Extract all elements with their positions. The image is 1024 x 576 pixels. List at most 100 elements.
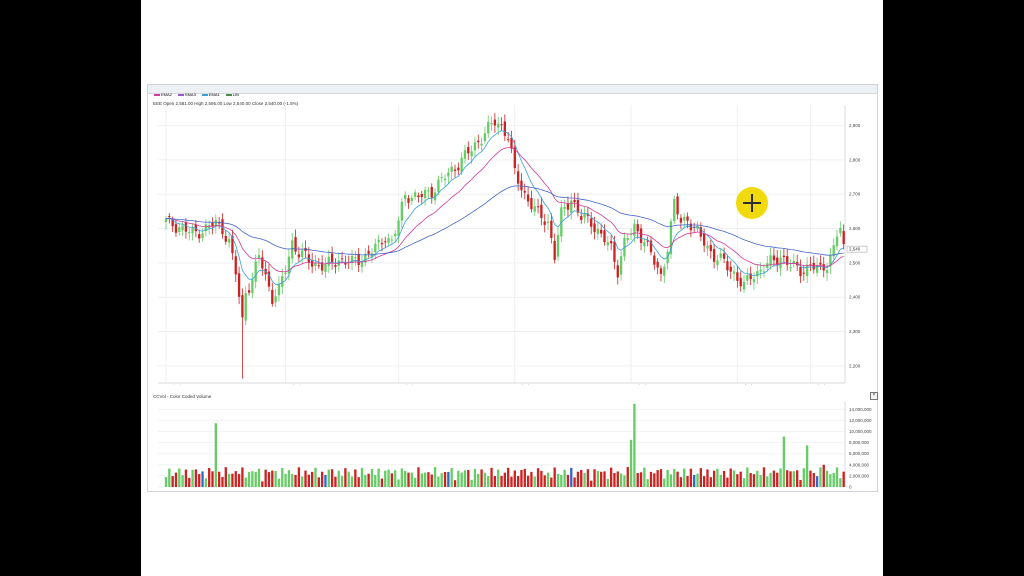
candle-body	[506, 139, 510, 141]
candle-body	[191, 227, 194, 234]
volume-bar	[244, 477, 247, 487]
volume-bar	[536, 468, 540, 487]
candle-body	[732, 271, 736, 274]
candle-body	[420, 194, 423, 198]
volume-bar	[231, 473, 234, 487]
candle-body	[712, 249, 716, 262]
candle-body	[497, 123, 500, 128]
candle-body	[500, 124, 503, 126]
volume-bar	[769, 472, 772, 487]
volume-bar	[480, 469, 483, 487]
candle-body	[490, 123, 493, 125]
volume-bar	[254, 471, 257, 487]
candle-body	[722, 253, 726, 259]
volume-bar	[423, 472, 427, 487]
volume-bar	[772, 470, 776, 487]
candle-body	[174, 224, 178, 233]
candle-body	[533, 206, 536, 212]
candle-body	[543, 221, 546, 225]
last-price-box	[846, 245, 868, 253]
candle-body	[600, 229, 603, 234]
volume-bar	[659, 469, 663, 487]
volume-bar	[483, 472, 487, 487]
legend-lin[interactable]: LIN	[225, 92, 239, 98]
volume-bar	[616, 471, 619, 487]
candle-body	[792, 261, 796, 264]
volume-bar	[812, 472, 815, 487]
candle-body	[364, 253, 367, 263]
candle-body	[563, 206, 566, 209]
volume-bar	[822, 464, 825, 487]
volume-bar	[789, 471, 792, 487]
volume-bar	[526, 475, 530, 487]
candle-body	[384, 241, 387, 243]
close-icon[interactable]: ×	[870, 392, 878, 400]
candle-body	[603, 230, 606, 243]
volume-bar	[809, 470, 812, 487]
volume-bar	[663, 478, 666, 487]
volume-bar	[184, 469, 188, 487]
volume-y-tick-label: 0	[849, 485, 852, 490]
legend-ema1-label: EMA1	[208, 92, 220, 97]
legend-ema1[interactable]: EMA1	[201, 92, 220, 98]
volume-bar	[629, 439, 633, 487]
candle-body	[580, 216, 583, 221]
volume-bar	[553, 467, 556, 487]
candle-body	[164, 218, 168, 223]
volume-bar	[164, 477, 168, 487]
candle-body	[516, 171, 520, 184]
candle-body	[815, 264, 819, 273]
volume-bar	[413, 477, 417, 487]
candle-body	[636, 224, 639, 232]
y-tick-label: 2,700	[849, 192, 861, 197]
candle-body	[387, 237, 390, 243]
candle-body	[284, 272, 287, 274]
y-tick-label: 2,400	[849, 295, 861, 300]
volume-bar	[447, 471, 450, 487]
x-tick-label: 01/03/2022	[633, 384, 656, 385]
legend-ema2[interactable]: EMA2	[154, 92, 172, 98]
volume-bar	[596, 471, 600, 487]
candle-body	[550, 220, 553, 238]
volume-bar	[404, 471, 407, 487]
volume-bar	[779, 468, 782, 487]
volume-bar	[759, 475, 762, 487]
candle-body	[619, 256, 623, 275]
candle-body	[596, 228, 600, 234]
candle-body	[586, 213, 590, 216]
volume-bar	[776, 472, 779, 487]
volume-bar	[400, 468, 404, 487]
volume-bar	[726, 477, 729, 487]
moving-average-line	[165, 185, 844, 256]
volume-bar	[752, 474, 756, 487]
candle-body	[842, 231, 845, 245]
volume-bar	[609, 467, 613, 487]
volume-bar	[689, 468, 693, 487]
legend-sma3-label: SMA3	[184, 92, 196, 97]
volume-y-tick-label: 2,000,000	[849, 473, 870, 478]
volume-bar	[679, 477, 683, 487]
volume-bar	[500, 475, 503, 487]
volume-bar	[174, 472, 178, 487]
candle-body	[334, 265, 337, 267]
candle-body	[520, 180, 523, 191]
volume-chart[interactable]: 14,000,000 12,000,000 10,000,000 8,000,000 6…	[148, 391, 877, 491]
candle-body	[447, 172, 450, 177]
candle-body	[530, 198, 533, 210]
volume-y-tick-label: 14,000,000	[849, 407, 872, 412]
candle-body	[742, 281, 746, 290]
legend-ema1-swatch	[201, 94, 208, 96]
candle-body	[367, 250, 370, 254]
candle-body	[221, 219, 224, 235]
price-chart[interactable]: 2,900 2,800 2,700 2,600 2,500 2,400 2,300 2,200…	[148, 85, 877, 385]
candle-body	[702, 233, 706, 246]
volume-bar	[546, 472, 550, 487]
volume-bar	[217, 471, 221, 487]
volume-bar	[619, 473, 623, 487]
volume-bar	[643, 467, 646, 487]
candle-body	[327, 256, 330, 266]
legend-sma3[interactable]: SMA3	[177, 92, 196, 98]
volume-bar	[327, 469, 330, 487]
volume-bar	[563, 469, 566, 487]
candle-body	[433, 192, 437, 201]
